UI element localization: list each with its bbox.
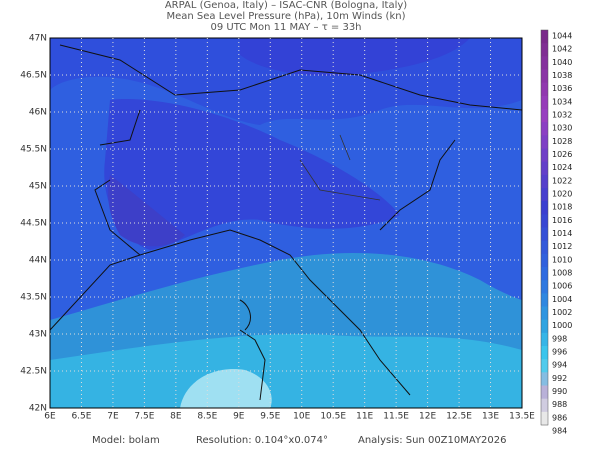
colorbar-swatch xyxy=(541,267,548,281)
colorbar-label: 1006 xyxy=(552,282,572,291)
lon-label: 7.5E xyxy=(134,412,154,422)
colorbar-swatch xyxy=(541,385,548,400)
colorbar-label: 1018 xyxy=(552,203,572,212)
colorbar-swatch xyxy=(541,240,548,255)
colorbar-label: 988 xyxy=(552,400,567,409)
colorbar-swatch xyxy=(541,30,548,44)
lat-label: 44N xyxy=(29,256,47,266)
header-line: 09 UTC Mon 11 MAY – τ = 33h xyxy=(210,22,361,33)
lon-label: 13E xyxy=(482,412,499,422)
colorbar-swatch xyxy=(541,109,548,123)
lat-label: 42.5N xyxy=(20,367,47,377)
footer-analysis: Analysis: Sun 00Z10MAY2026 xyxy=(358,435,507,446)
colorbar-label: 1012 xyxy=(552,242,572,251)
lat-label: 46N xyxy=(29,108,47,118)
colorbar-swatch xyxy=(541,253,548,268)
lon-label: 10E xyxy=(293,412,310,422)
colorbar-frame xyxy=(540,29,549,426)
colorbar-swatch xyxy=(541,214,548,228)
lon-label: 8E xyxy=(170,412,182,422)
colorbar-swatch xyxy=(541,293,548,307)
header-line: ARPAL (Genoa, Italy) – ISAC-CNR (Bologna… xyxy=(165,0,407,11)
colorbar-label: 992 xyxy=(552,374,567,383)
colorbar-label: 998 xyxy=(552,334,567,343)
colorbar-label: 1002 xyxy=(552,308,572,317)
colorbar-swatch xyxy=(541,201,548,215)
colorbar-label: 986 xyxy=(552,413,567,422)
colorbar-swatch xyxy=(541,319,548,334)
colorbar-label: 1030 xyxy=(552,124,572,133)
colorbar-swatch xyxy=(541,332,548,347)
lon-label: 6E xyxy=(44,412,56,422)
colorbar-label: 1008 xyxy=(552,269,572,278)
colorbar-label: 1036 xyxy=(552,84,572,93)
colorbar-swatch xyxy=(541,306,548,321)
colorbar-swatch xyxy=(541,161,548,176)
colorbar-label: 984 xyxy=(552,427,567,436)
colorbar-label: 1024 xyxy=(552,163,572,172)
lon-label: 9.5E xyxy=(260,412,280,422)
colorbar-label: 990 xyxy=(552,387,567,396)
colorbar-label: 994 xyxy=(552,361,567,370)
colorbar-swatch xyxy=(541,122,548,136)
colorbar-swatch xyxy=(541,359,548,373)
colorbar-swatch xyxy=(541,43,548,57)
lat-label: 45.5N xyxy=(20,145,47,155)
colorbar-swatch xyxy=(541,280,548,294)
colorbar-label: 1016 xyxy=(552,216,572,225)
colorbar-swatch xyxy=(541,346,548,360)
colorbar-label: 1028 xyxy=(552,137,572,146)
colorbar-swatch xyxy=(541,82,548,97)
colorbar-label: 1004 xyxy=(552,295,572,304)
lat-label: 47N xyxy=(29,34,47,44)
lon-label: 13.5E xyxy=(509,412,535,422)
lon-label: 6.5E xyxy=(71,412,91,422)
lon-label: 11.5E xyxy=(383,412,409,422)
lat-label: 45N xyxy=(29,182,47,192)
colorbar-swatch xyxy=(541,411,548,426)
colorbar-swatch xyxy=(541,372,548,386)
colorbar-swatch xyxy=(541,188,548,202)
colorbar-swatch xyxy=(541,174,548,189)
colorbar-label: 1042 xyxy=(552,45,572,54)
lat-label: 43N xyxy=(29,330,47,340)
colorbar-swatch xyxy=(541,69,548,84)
colorbar-swatch xyxy=(541,135,548,149)
colorbar-label: 1032 xyxy=(552,111,572,120)
lat-label: 42N xyxy=(29,404,47,414)
colorbar-label: 1000 xyxy=(552,321,572,330)
lon-label: 12E xyxy=(419,412,436,422)
colorbar-label: 1014 xyxy=(552,229,572,238)
lon-label: 11E xyxy=(356,412,373,422)
colorbar-swatch xyxy=(541,148,548,163)
colorbar-label: 1020 xyxy=(552,190,572,199)
colorbar-label: 1044 xyxy=(552,32,572,41)
lat-label: 44.5N xyxy=(20,219,47,229)
lon-label: 8.5E xyxy=(197,412,217,422)
colorbar-label: 996 xyxy=(552,348,567,357)
header-line: Mean Sea Level Pressure (hPa), 10m Winds… xyxy=(167,11,406,22)
colorbar-label: 1040 xyxy=(552,58,572,67)
footer-resolution: Resolution: 0.104°x0.074° xyxy=(196,435,328,446)
colorbar-swatch xyxy=(541,56,548,70)
lon-label: 7E xyxy=(107,412,119,422)
lon-label: 10.5E xyxy=(320,412,346,422)
lon-label: 12.5E xyxy=(446,412,472,422)
lon-label: 9E xyxy=(233,412,245,422)
colorbar-label: 1026 xyxy=(552,150,572,159)
colorbar-label: 1010 xyxy=(552,255,572,264)
colorbar-label: 1022 xyxy=(552,176,572,185)
colorbar-label: 1034 xyxy=(552,97,572,106)
colorbar-swatch xyxy=(541,95,548,110)
lat-label: 43.5N xyxy=(20,293,47,303)
colorbar-label: 1038 xyxy=(552,71,572,80)
lat-label: 46.5N xyxy=(20,71,47,81)
footer-model: Model: bolam xyxy=(92,435,160,446)
colorbar-swatch xyxy=(541,227,548,242)
colorbar-swatch xyxy=(541,398,548,413)
